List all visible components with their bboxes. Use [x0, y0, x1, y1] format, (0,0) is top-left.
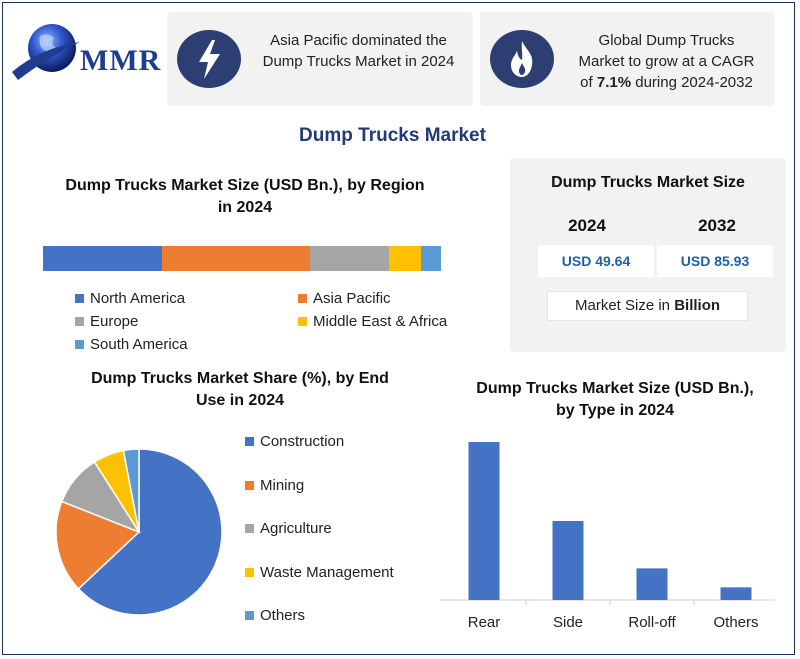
- region-legend-middle-east-africa: Middle East & Africa: [298, 313, 447, 330]
- legend-swatch: [75, 340, 84, 349]
- region-legend-asia-pacific: Asia Pacific: [298, 290, 391, 307]
- legend-swatch: [245, 524, 254, 533]
- x-tick-label-roll-off: Roll-off: [628, 614, 676, 631]
- bar-side: [552, 521, 584, 600]
- cagr-line-2: Market to grow at a CAGR: [578, 53, 755, 70]
- legend-swatch: [298, 294, 307, 303]
- legend-swatch: [245, 611, 254, 620]
- legend-label: Construction: [260, 433, 345, 450]
- legend-swatch: [298, 317, 307, 326]
- legend-label: Asia Pacific: [313, 290, 391, 307]
- region-segment-europe: [309, 246, 390, 271]
- region-segment-north-america: [43, 246, 163, 271]
- region-segment-asia-pacific: [162, 246, 310, 271]
- bar-rear: [468, 442, 500, 600]
- main-title: Dump Trucks Market: [299, 125, 486, 146]
- bar-roll-off: [636, 568, 668, 600]
- market-size-panel: Dump Trucks Market Size 2024 2032 USD 49…: [510, 158, 786, 352]
- mmr-logo: MMR: [10, 20, 165, 90]
- bar-chart-title: Dump Trucks Market Size (USD Bn.), by Ty…: [476, 380, 754, 419]
- dominance-line-1: Asia Pacific dominated the: [270, 32, 447, 49]
- legend-label: Europe: [90, 313, 139, 330]
- region-legend-south-america: South America: [75, 336, 188, 353]
- legend-label: Agriculture: [260, 520, 332, 537]
- pie-legend-mining: Mining: [245, 477, 304, 494]
- cagr-line-1: Global Dump Trucks: [598, 32, 735, 49]
- pie-slice-construction: [77, 448, 223, 616]
- region-segment-south-america: [421, 246, 441, 271]
- cagr-value: 7.1%: [596, 74, 632, 91]
- legend-label: Mining: [260, 476, 305, 494]
- legend-label: Others: [260, 607, 306, 624]
- type-bar-chart: Rear Side Roll-off Others: [430, 425, 785, 650]
- pie-slice-mining: [55, 500, 141, 590]
- legend-swatch: [75, 317, 84, 326]
- pie-legend-agriculture: Agriculture: [245, 520, 332, 537]
- pie-chart-title: Dump Trucks Market Share (%), by End Use…: [91, 370, 389, 409]
- legend-label: South America: [90, 336, 188, 353]
- pie-legend-others: Others: [245, 607, 305, 624]
- bar-others: [720, 587, 752, 600]
- cagr-line-3: of 7.1% during 2024-2032: [580, 74, 753, 91]
- legend-swatch: [75, 294, 84, 303]
- region-chart-title: Dump Trucks Market Size (USD Bn.), by Re…: [65, 177, 425, 216]
- year-2024-label: 2024: [568, 216, 606, 235]
- flame-icon: [490, 30, 554, 88]
- value-2032: USD 85.93: [657, 245, 773, 277]
- legend-label: Middle East & Africa: [313, 313, 448, 330]
- x-tick-label-side: Side: [553, 614, 583, 631]
- value-2024: USD 49.64: [538, 245, 654, 277]
- end-use-pie-chart: [42, 440, 232, 625]
- region-legend-north-america: North America: [75, 290, 185, 307]
- legend-label: North America: [90, 290, 186, 307]
- dominance-line-2: Dump Trucks Market in 2024: [262, 53, 455, 70]
- year-2032-label: 2032: [698, 216, 736, 235]
- legend-swatch: [245, 480, 254, 490]
- x-tick-label-others: Others: [713, 614, 758, 631]
- unit-label: Market Size in Billion: [547, 291, 748, 321]
- pie-legend-construction: Construction: [245, 433, 344, 450]
- logo-text: MMR: [80, 44, 162, 77]
- region-stacked-bar: [43, 246, 441, 271]
- region-legend-europe: Europe: [75, 313, 138, 330]
- pie-slice-others: [122, 448, 140, 533]
- legend-swatch: [245, 437, 254, 446]
- legend-swatch: [245, 567, 254, 577]
- region-segment-middle-east-africa: [389, 246, 422, 271]
- legend-label: Waste Management: [260, 563, 394, 581]
- dominance-card: Asia Pacific dominated the Dump Trucks M…: [167, 12, 473, 106]
- cagr-card: Global Dump Trucks Market to grow at a C…: [480, 12, 775, 106]
- market-size-title: Dump Trucks Market Size: [551, 174, 745, 191]
- lightning-icon: [177, 30, 241, 88]
- pie-legend-waste-management: Waste Management: [245, 564, 394, 581]
- x-tick-label-rear: Rear: [468, 614, 501, 631]
